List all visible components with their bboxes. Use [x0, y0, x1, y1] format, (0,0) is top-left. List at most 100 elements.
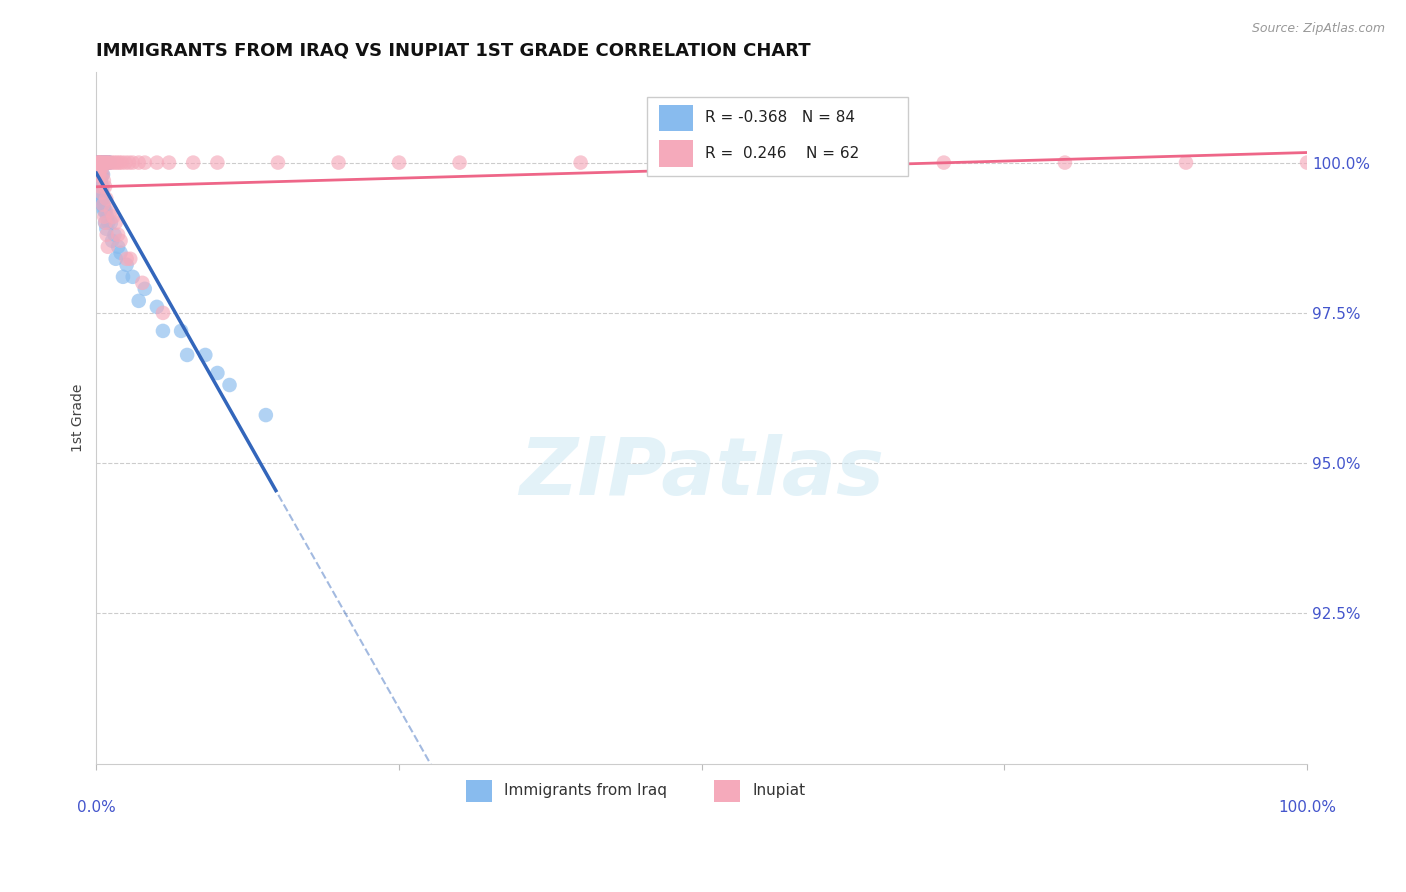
- Point: [932, 155, 955, 169]
- Point: [89, 186, 111, 200]
- Point: [115, 252, 138, 266]
- Point: [98, 155, 121, 169]
- Point: [94, 203, 117, 218]
- Point: [152, 324, 174, 338]
- Point: [94, 155, 117, 169]
- Point: [87, 155, 110, 169]
- Point: [94, 155, 117, 169]
- Point: [254, 408, 277, 422]
- Point: [157, 155, 180, 169]
- Point: [121, 269, 143, 284]
- Point: [146, 300, 169, 314]
- Point: [105, 155, 128, 169]
- Point: [110, 234, 132, 248]
- Point: [170, 324, 193, 338]
- Point: [1296, 155, 1319, 169]
- Point: [89, 168, 111, 182]
- Point: [96, 221, 118, 235]
- Point: [97, 155, 120, 169]
- Point: [87, 155, 110, 169]
- Point: [87, 173, 110, 187]
- Text: 0.0%: 0.0%: [77, 800, 115, 814]
- Point: [90, 186, 112, 200]
- Point: [89, 155, 111, 169]
- Point: [91, 179, 114, 194]
- Point: [90, 161, 112, 176]
- Point: [87, 168, 110, 182]
- Point: [87, 155, 110, 169]
- Point: [89, 155, 111, 169]
- Point: [94, 216, 117, 230]
- Point: [194, 348, 217, 362]
- Point: [86, 155, 108, 169]
- Point: [90, 179, 112, 194]
- Point: [104, 216, 127, 230]
- Point: [94, 155, 117, 169]
- Point: [90, 186, 112, 200]
- Point: [115, 258, 138, 272]
- Text: 100.0%: 100.0%: [1278, 800, 1336, 814]
- Point: [96, 155, 118, 169]
- FancyBboxPatch shape: [659, 140, 693, 167]
- Point: [1053, 155, 1076, 169]
- Point: [93, 203, 115, 218]
- Point: [103, 227, 125, 242]
- Point: [207, 155, 229, 169]
- Point: [100, 216, 122, 230]
- Point: [93, 210, 115, 224]
- Point: [94, 155, 117, 169]
- Point: [98, 155, 121, 169]
- Point: [87, 173, 110, 187]
- Point: [86, 155, 108, 169]
- Point: [91, 168, 114, 182]
- Point: [96, 192, 118, 206]
- Point: [87, 155, 110, 169]
- Point: [176, 348, 198, 362]
- FancyBboxPatch shape: [465, 780, 492, 802]
- Point: [218, 378, 240, 392]
- FancyBboxPatch shape: [659, 104, 693, 131]
- Point: [104, 252, 127, 266]
- Point: [328, 155, 350, 169]
- Point: [103, 155, 125, 169]
- FancyBboxPatch shape: [647, 96, 907, 176]
- Point: [90, 168, 112, 182]
- Point: [87, 168, 110, 182]
- Point: [128, 155, 150, 169]
- Point: [111, 155, 134, 169]
- Point: [87, 168, 110, 182]
- Point: [89, 168, 111, 182]
- Point: [94, 155, 117, 169]
- Point: [97, 240, 120, 254]
- Text: ZIPatlas: ZIPatlas: [519, 434, 884, 512]
- Point: [87, 155, 110, 169]
- Point: [89, 173, 111, 187]
- Point: [87, 155, 110, 169]
- Point: [90, 155, 112, 169]
- Point: [90, 155, 112, 169]
- Point: [114, 155, 136, 169]
- Point: [569, 155, 592, 169]
- Point: [131, 276, 153, 290]
- Point: [91, 155, 114, 169]
- Point: [90, 155, 112, 169]
- Point: [90, 179, 112, 194]
- Point: [93, 203, 115, 218]
- Point: [91, 155, 114, 169]
- FancyBboxPatch shape: [714, 780, 741, 802]
- Point: [94, 155, 117, 169]
- Point: [207, 366, 229, 380]
- Point: [107, 240, 129, 254]
- Point: [89, 155, 111, 169]
- Point: [87, 186, 110, 200]
- Point: [97, 155, 120, 169]
- Point: [90, 168, 112, 182]
- Point: [449, 155, 471, 169]
- Point: [94, 179, 117, 194]
- Point: [93, 155, 115, 169]
- Point: [94, 155, 117, 169]
- Point: [107, 227, 129, 242]
- Point: [87, 161, 110, 176]
- Point: [267, 155, 290, 169]
- Point: [110, 245, 132, 260]
